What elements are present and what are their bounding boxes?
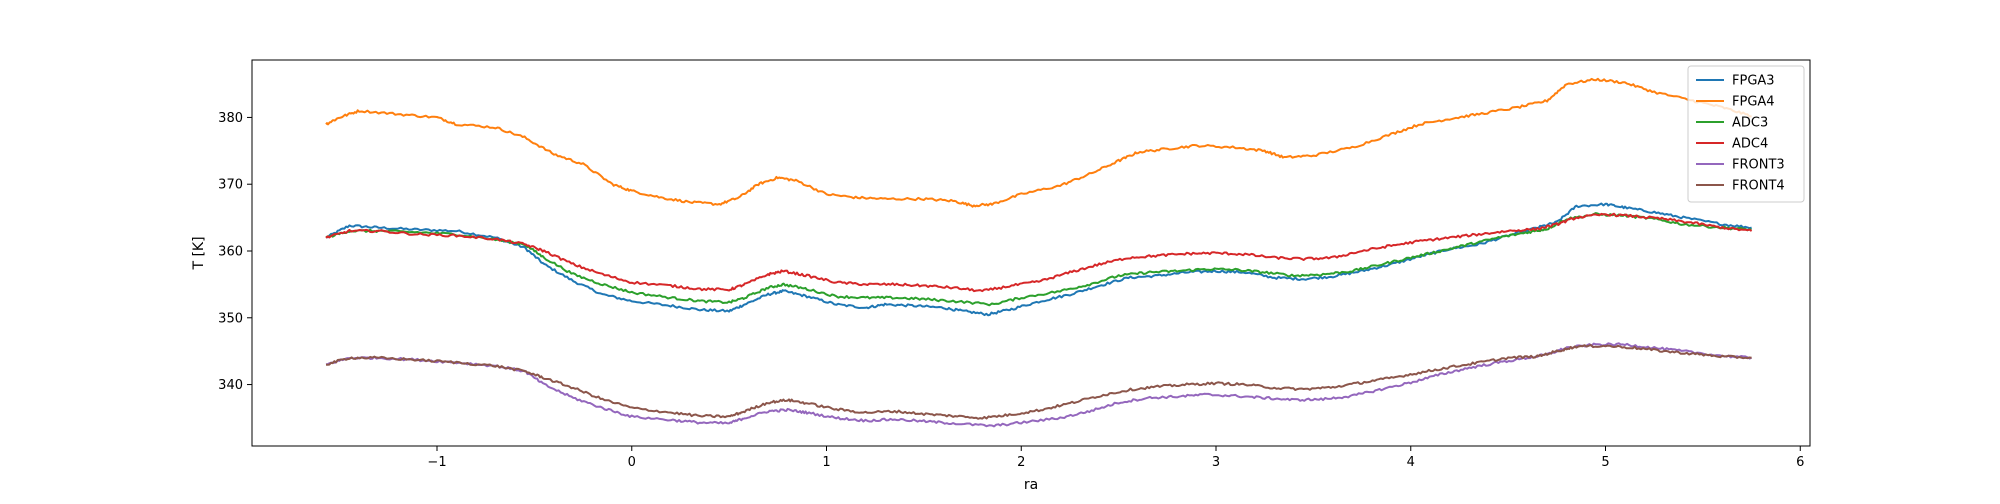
plot-frame xyxy=(251,59,1811,447)
series-line-fpga4 xyxy=(325,77,1752,208)
y-tick-label: 370 xyxy=(218,178,243,193)
series-layer xyxy=(325,77,1753,428)
y-tick-label: 360 xyxy=(218,244,243,259)
x-tick-label: 5 xyxy=(1601,455,1609,470)
series-line-fpga3 xyxy=(325,202,1752,317)
y-tick-label: 350 xyxy=(218,311,243,326)
legend-label-adc3: ADC3 xyxy=(1732,116,1768,131)
series-line-front4 xyxy=(325,344,1752,420)
x-tick-label: 1 xyxy=(822,455,830,470)
legend-label-fpga3: FPGA3 xyxy=(1732,74,1775,89)
x-axis-ticks: −1 0 1 2 3 4 5 6 xyxy=(427,446,1804,470)
x-tick-label: 6 xyxy=(1796,455,1804,470)
x-tick-label: 0 xyxy=(628,455,636,470)
x-tick-label: 4 xyxy=(1407,455,1415,470)
x-axis-label: ra xyxy=(1024,477,1038,493)
legend: FPGA3 FPGA4 ADC3 ADC4 FRONT3 FRONT4 xyxy=(1687,65,1805,203)
y-tick-label: 380 xyxy=(218,111,243,126)
legend-label-front4: FRONT4 xyxy=(1732,179,1785,194)
legend-label-adc4: ADC4 xyxy=(1732,137,1768,152)
x-tick-label: 3 xyxy=(1212,455,1220,470)
series-line-adc4 xyxy=(325,212,1753,293)
x-tick-label: 2 xyxy=(1017,455,1025,470)
y-tick-label: 340 xyxy=(218,378,243,393)
legend-label-front3: FRONT3 xyxy=(1732,158,1785,173)
y-axis-label: T [K] xyxy=(191,236,207,270)
x-tick-label: −1 xyxy=(427,455,446,470)
series-line-adc3 xyxy=(325,212,1752,307)
legend-label-fpga4: FPGA4 xyxy=(1732,95,1775,110)
y-axis-ticks: 340 350 360 370 380 xyxy=(218,111,252,393)
